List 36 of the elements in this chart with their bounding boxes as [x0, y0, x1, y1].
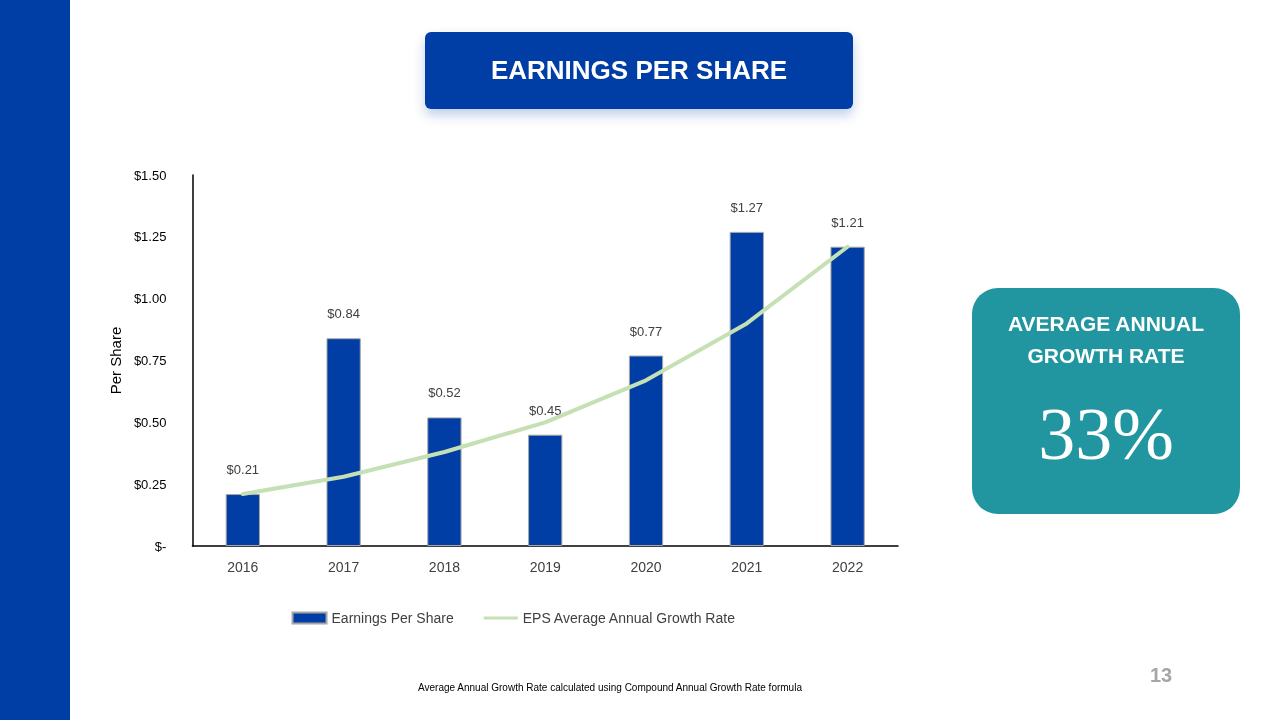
y-tick-label: $0.75	[133, 353, 167, 368]
x-tick-label: 2019	[529, 559, 561, 575]
x-tick-label: 2022	[832, 559, 864, 575]
y-axis-title: Per Share	[107, 326, 124, 395]
data-label: $0.45	[528, 402, 562, 418]
legend-label: EPS Average Annual Growth Rate	[522, 610, 736, 626]
x-tick-label: 2017	[328, 559, 360, 575]
data-label: $0.52	[428, 385, 461, 401]
text: 13	[1150, 664, 1173, 687]
x-tick-label: 2021	[731, 559, 763, 575]
data-label: $0.77	[629, 323, 663, 339]
bar	[427, 417, 462, 546]
y-tick-label: $1.25	[133, 229, 167, 245]
y-tick-label: $-	[154, 538, 167, 554]
bar	[830, 246, 865, 546]
bar	[628, 355, 664, 546]
bar	[528, 434, 563, 546]
chart-title: EARNINGS PER SHARE	[425, 32, 853, 109]
x-tick-label: 2018	[428, 559, 461, 575]
text: AVERAGE ANNUAL GROWTH RATE	[1007, 311, 1205, 369]
x-tick-label: 2016	[227, 559, 259, 575]
x-tick-label: 2020	[630, 559, 662, 575]
data-label: $1.21	[831, 214, 864, 230]
y-tick-label: $0.50	[133, 414, 167, 430]
text: Average Annual Growth Rate calculated using Compound Annual Growth Rate formula	[417, 682, 803, 693]
text: 33%	[1037, 392, 1175, 477]
y-tick-label: $1.50	[133, 167, 167, 183]
legend-label: Earnings Per Share	[331, 610, 454, 626]
bar	[225, 494, 260, 546]
data-label: $1.27	[730, 199, 764, 215]
y-tick-label: $1.00	[133, 291, 167, 307]
data-label: $0.21	[226, 462, 260, 478]
y-tick-label: $0.25	[133, 476, 167, 492]
bar	[326, 338, 361, 546]
bar	[729, 231, 764, 546]
data-label: $0.84	[327, 306, 360, 322]
